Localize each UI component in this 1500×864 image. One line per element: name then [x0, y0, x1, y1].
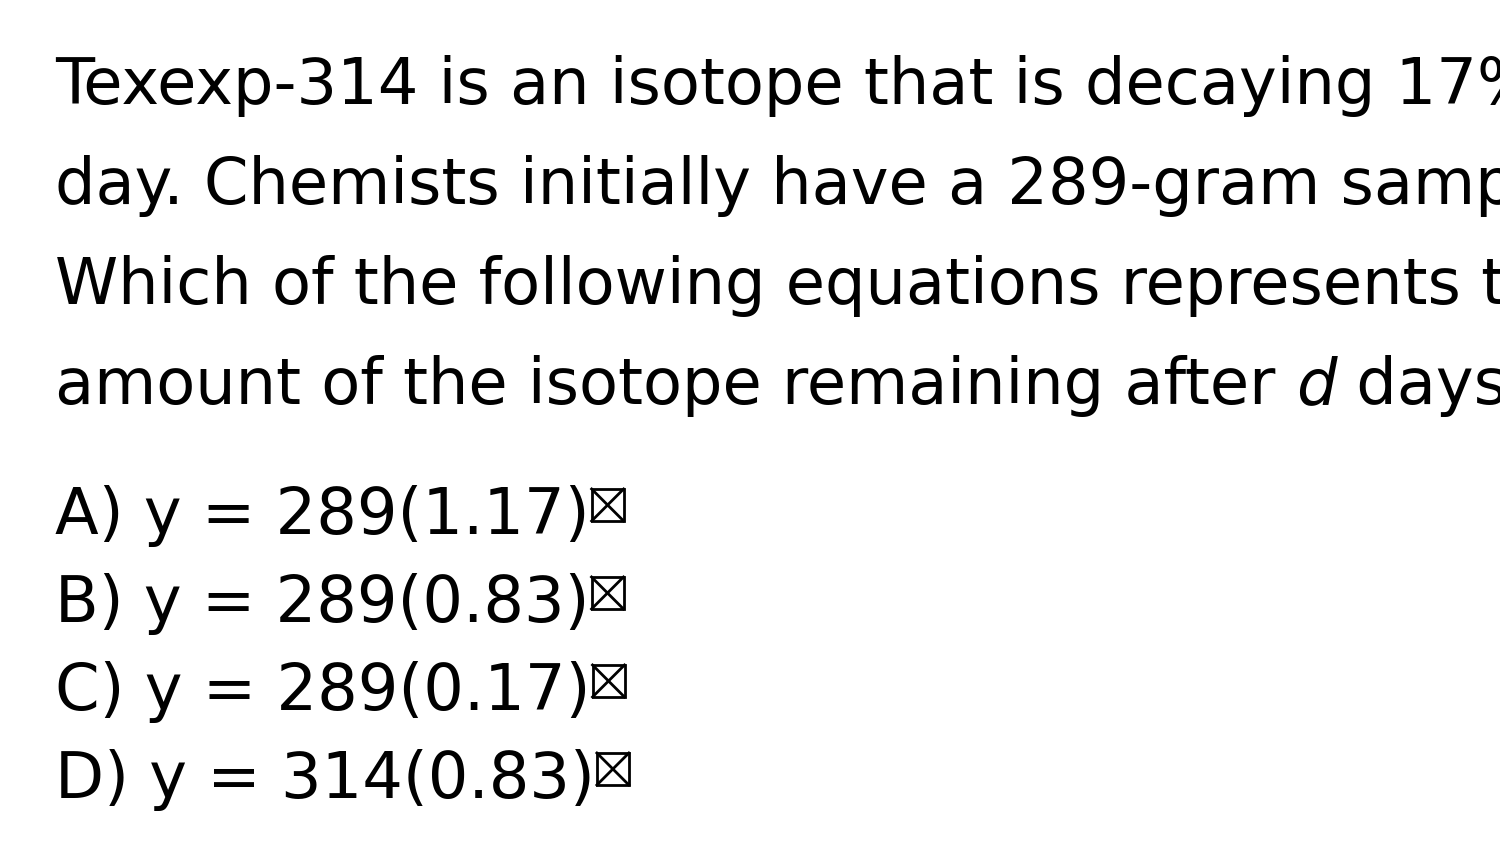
Text: B) y = 289(0.83): B) y = 289(0.83) [56, 573, 590, 635]
Text: day. Chemists initially have a 289-gram sample.: day. Chemists initially have a 289-gram … [56, 155, 1500, 217]
Bar [591, 489, 624, 521]
Bar [597, 753, 628, 785]
Text: days?: days? [1336, 355, 1500, 417]
Text: d: d [1296, 355, 1336, 417]
Text: Texexp-314 is an isotope that is decaying 17% each: Texexp-314 is an isotope that is decayin… [56, 55, 1500, 117]
Text: amount of the isotope remaining after: amount of the isotope remaining after [56, 355, 1296, 417]
Text: A) y = 289(1.17): A) y = 289(1.17) [56, 485, 590, 547]
Bar [592, 665, 624, 697]
Bar [591, 577, 624, 609]
Text: Which of the following equations represents the: Which of the following equations represe… [56, 255, 1500, 317]
Text: C) y = 289(0.17): C) y = 289(0.17) [56, 661, 591, 723]
Text: D) y = 314(0.83): D) y = 314(0.83) [56, 749, 596, 811]
